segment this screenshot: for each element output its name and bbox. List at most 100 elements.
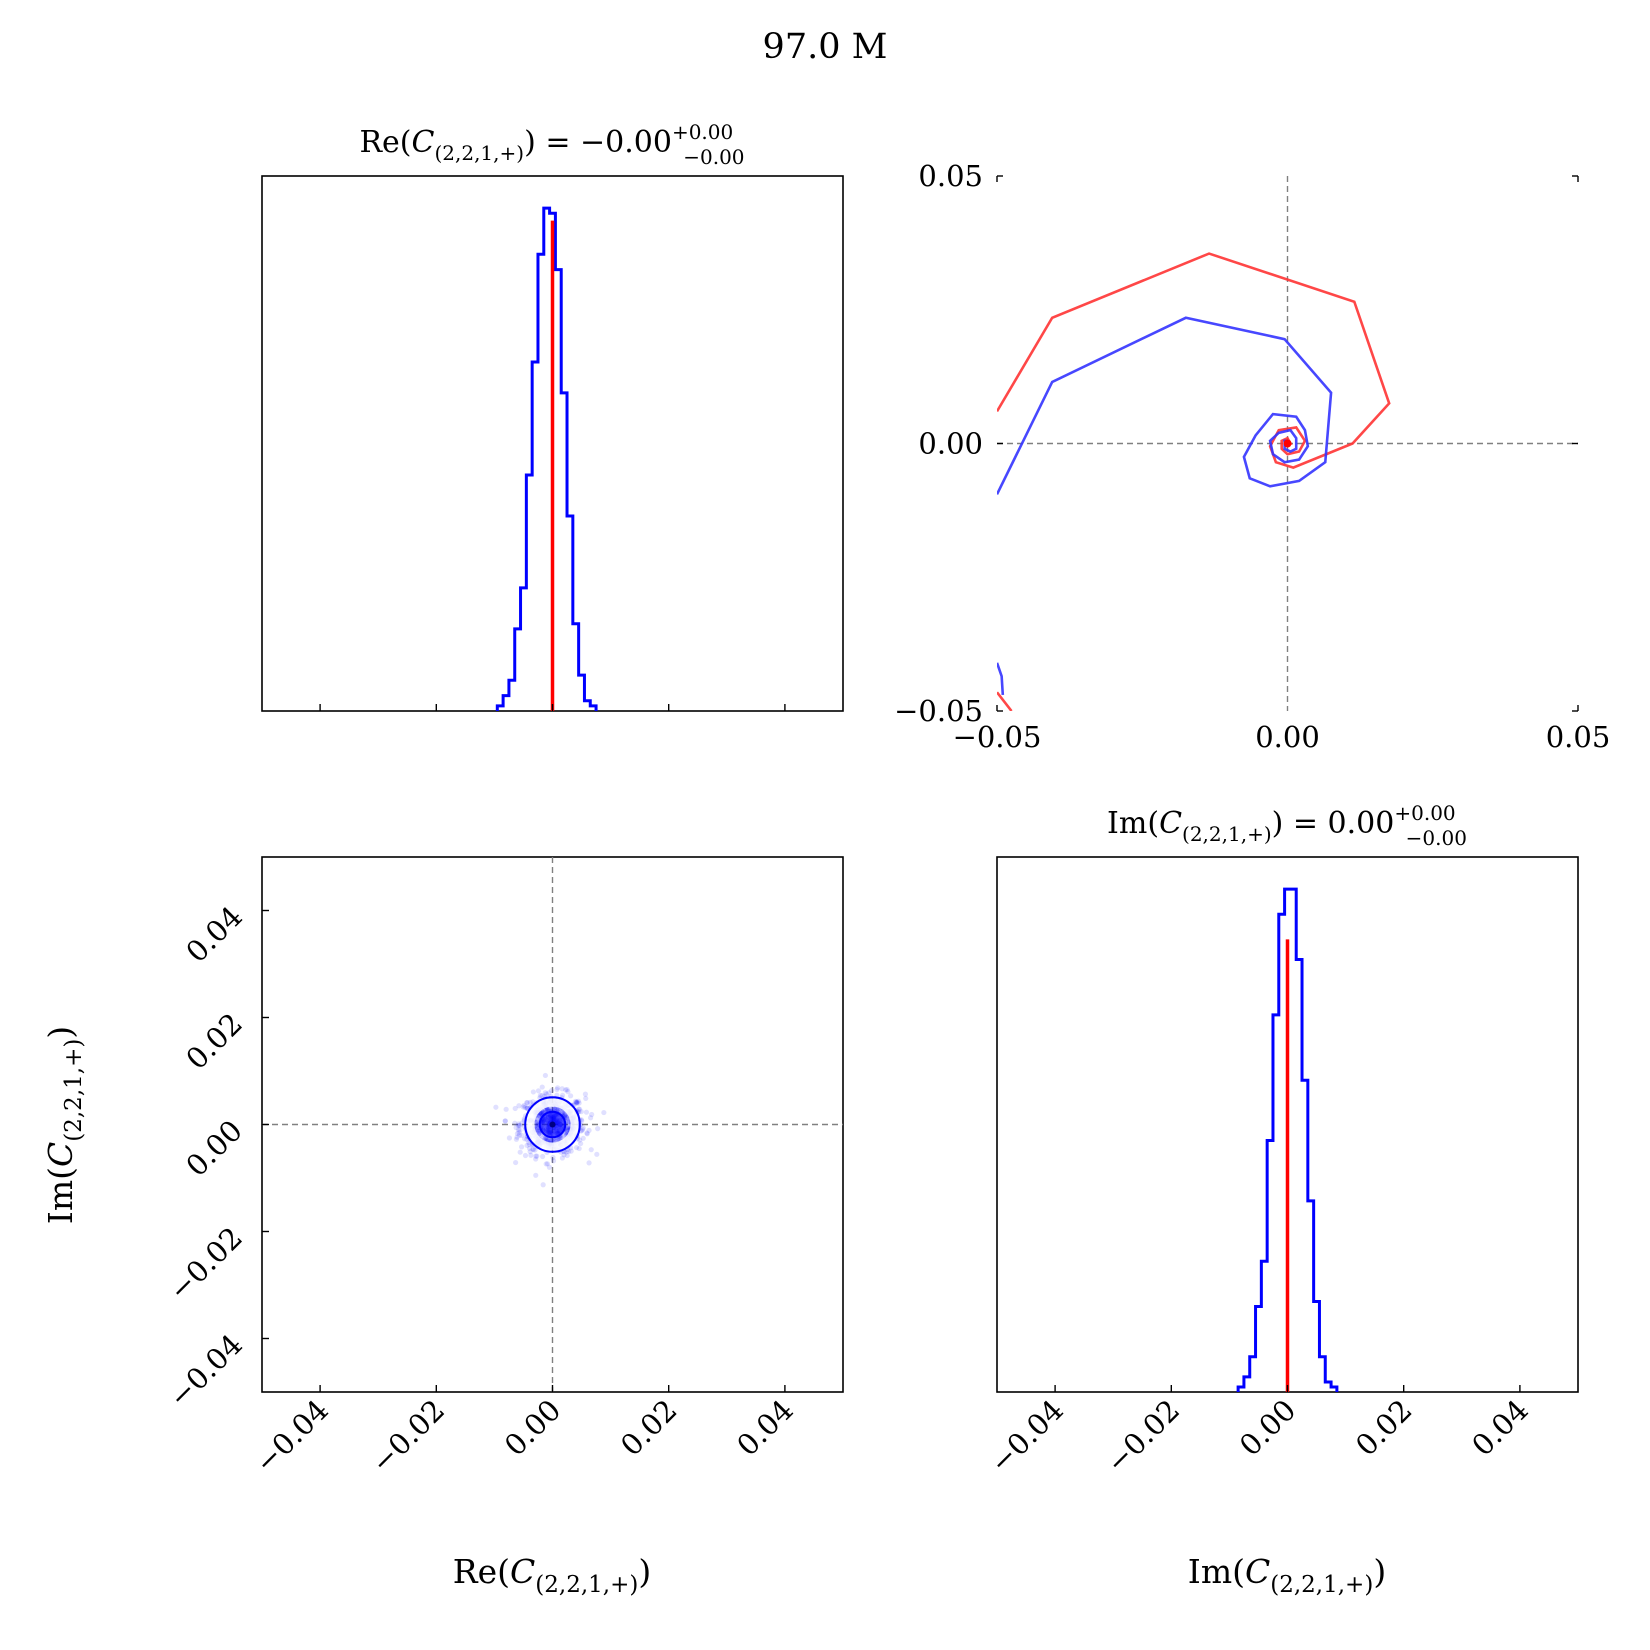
scatter-point (573, 1144, 580, 1151)
scatter-point (559, 1086, 565, 1092)
scatter-point (576, 1100, 582, 1106)
scatter-point (513, 1125, 519, 1131)
scatter-point (513, 1136, 520, 1142)
scatter-point (548, 1088, 555, 1094)
scatter-point (521, 1102, 527, 1109)
scatter-xtick-label-4: 0.04 (730, 1393, 800, 1463)
scatter-point (522, 1152, 529, 1159)
re-histogram-title: Re(C(2,2,1,+)) = −0.00+0.00 −0.00 (359, 120, 744, 169)
im-title-c: C (1159, 806, 1182, 841)
scatter-point (513, 1159, 519, 1166)
scatter-point (527, 1099, 533, 1105)
re-title-func: Re( (359, 125, 411, 160)
xlabel-im-func: Im( (1188, 1552, 1245, 1591)
scatter-point (586, 1160, 592, 1166)
ylabel-c: C (41, 1142, 80, 1167)
ylabel-sub: (2,2,1,+) (61, 1039, 87, 1142)
scatter-point (554, 1086, 560, 1093)
scatter-point (595, 1126, 601, 1132)
scatter-point (546, 1090, 552, 1096)
scatter-point (539, 1084, 545, 1090)
scatter-point (563, 1149, 570, 1155)
scatter-point (516, 1129, 522, 1135)
scatter-point (561, 1152, 567, 1158)
re-histogram-marks (319, 206, 786, 711)
scatter-point (565, 1089, 571, 1095)
scatter-point (552, 1106, 558, 1112)
scatter-point (539, 1093, 545, 1099)
scatter-point (512, 1105, 518, 1112)
scatter-point (550, 1154, 556, 1161)
scatter-point (584, 1130, 590, 1136)
scatter-point (516, 1132, 522, 1138)
panel-im-histogram: −0.04 −0.02 0.00 0.02 0.04 Im(C(2,2,1,+)) = … (983, 801, 1579, 1598)
scatter-point (568, 1093, 574, 1099)
im-xtick-label-4: 0.04 (1465, 1393, 1535, 1463)
scatter-point (517, 1149, 523, 1155)
scatter-point (516, 1121, 522, 1127)
path-series-blue-2 (997, 316, 1333, 495)
scatter-point (559, 1109, 566, 1115)
scatter-point (587, 1115, 594, 1121)
path-ytick-label-1: 0.00 (918, 427, 983, 461)
scatter-xtick-label-2: 0.00 (498, 1393, 568, 1463)
scatter-point (534, 1119, 540, 1125)
scatter-point (578, 1109, 584, 1115)
scatter-xtick-label-0: −0.04 (248, 1393, 335, 1480)
im-title-minus: −0.00 (1406, 826, 1467, 850)
re-title-rest: ) = −0.00 (524, 125, 672, 160)
scatter-point (576, 1145, 582, 1152)
scatter-point (524, 1105, 530, 1112)
scatter-point (526, 1141, 532, 1148)
scatter-marks: −0.04 −0.02 0.00 0.02 0.04 −0.04 −0.02 0.00 0.02… (162, 857, 843, 1480)
scatter-point (563, 1087, 569, 1093)
scatter-point (520, 1104, 526, 1110)
scatter-point (589, 1111, 595, 1118)
scatter-point (580, 1125, 586, 1131)
scatter-point (533, 1172, 539, 1178)
scatter-point (565, 1125, 571, 1131)
scatter-point (573, 1099, 579, 1105)
scatter-point (519, 1120, 525, 1126)
xlabel-re-close: ) (638, 1552, 651, 1591)
scatter-point (594, 1151, 600, 1157)
scatter-point (548, 1137, 554, 1143)
scatter-point (588, 1147, 594, 1153)
scatter-point (544, 1161, 551, 1167)
scatter-point (524, 1100, 530, 1106)
re-hist-step (495, 206, 598, 711)
scatter-point (537, 1111, 544, 1118)
scatter-point (515, 1123, 521, 1129)
path-xtick-label-0: −0.05 (953, 720, 1042, 754)
scatter-ytick-label-3: 0.02 (179, 1006, 249, 1076)
scatter-point (537, 1112, 543, 1118)
panel-re-histogram: Re(C(2,2,1,+)) = −0.00+0.00 −0.00 (261, 120, 844, 712)
scatter-point (515, 1127, 522, 1133)
im-title-sub: (2,2,1,+) (1182, 822, 1272, 846)
scatter-point (528, 1152, 534, 1158)
scatter-point (536, 1130, 542, 1137)
scatter-point (527, 1149, 533, 1155)
scatter-point (534, 1124, 540, 1130)
scatter-point (535, 1116, 541, 1122)
scatter-point (559, 1155, 565, 1161)
scatter-point (506, 1135, 513, 1141)
scatter-point (535, 1088, 542, 1094)
scatter-point (534, 1153, 540, 1159)
path-xtick-label-1: 0.00 (1255, 720, 1320, 754)
scatter-point (549, 1106, 556, 1112)
path-xtick-label-2: 0.05 (1546, 720, 1611, 754)
re-title-plus: +0.00 (672, 120, 733, 144)
scatter-point (574, 1099, 580, 1105)
scatter-point (558, 1134, 564, 1141)
scatter-point (532, 1147, 538, 1153)
scatter-point (564, 1128, 570, 1134)
scatter-point (582, 1091, 589, 1097)
im-histogram-title: Im(C(2,2,1,+)) = 0.00+0.00 −0.00 (1107, 801, 1467, 850)
scatter-point (559, 1092, 566, 1098)
scatter-ytick-label-1: −0.02 (162, 1220, 249, 1307)
path-series-red-1 (997, 691, 1013, 711)
complex-path-marks: −0.05 0.00 0.05 −0.05 0.00 0.05 (894, 159, 1610, 754)
scatter-point (522, 1136, 528, 1142)
im-histogram-marks: −0.04 −0.02 0.00 0.02 0.04 (983, 887, 1535, 1480)
